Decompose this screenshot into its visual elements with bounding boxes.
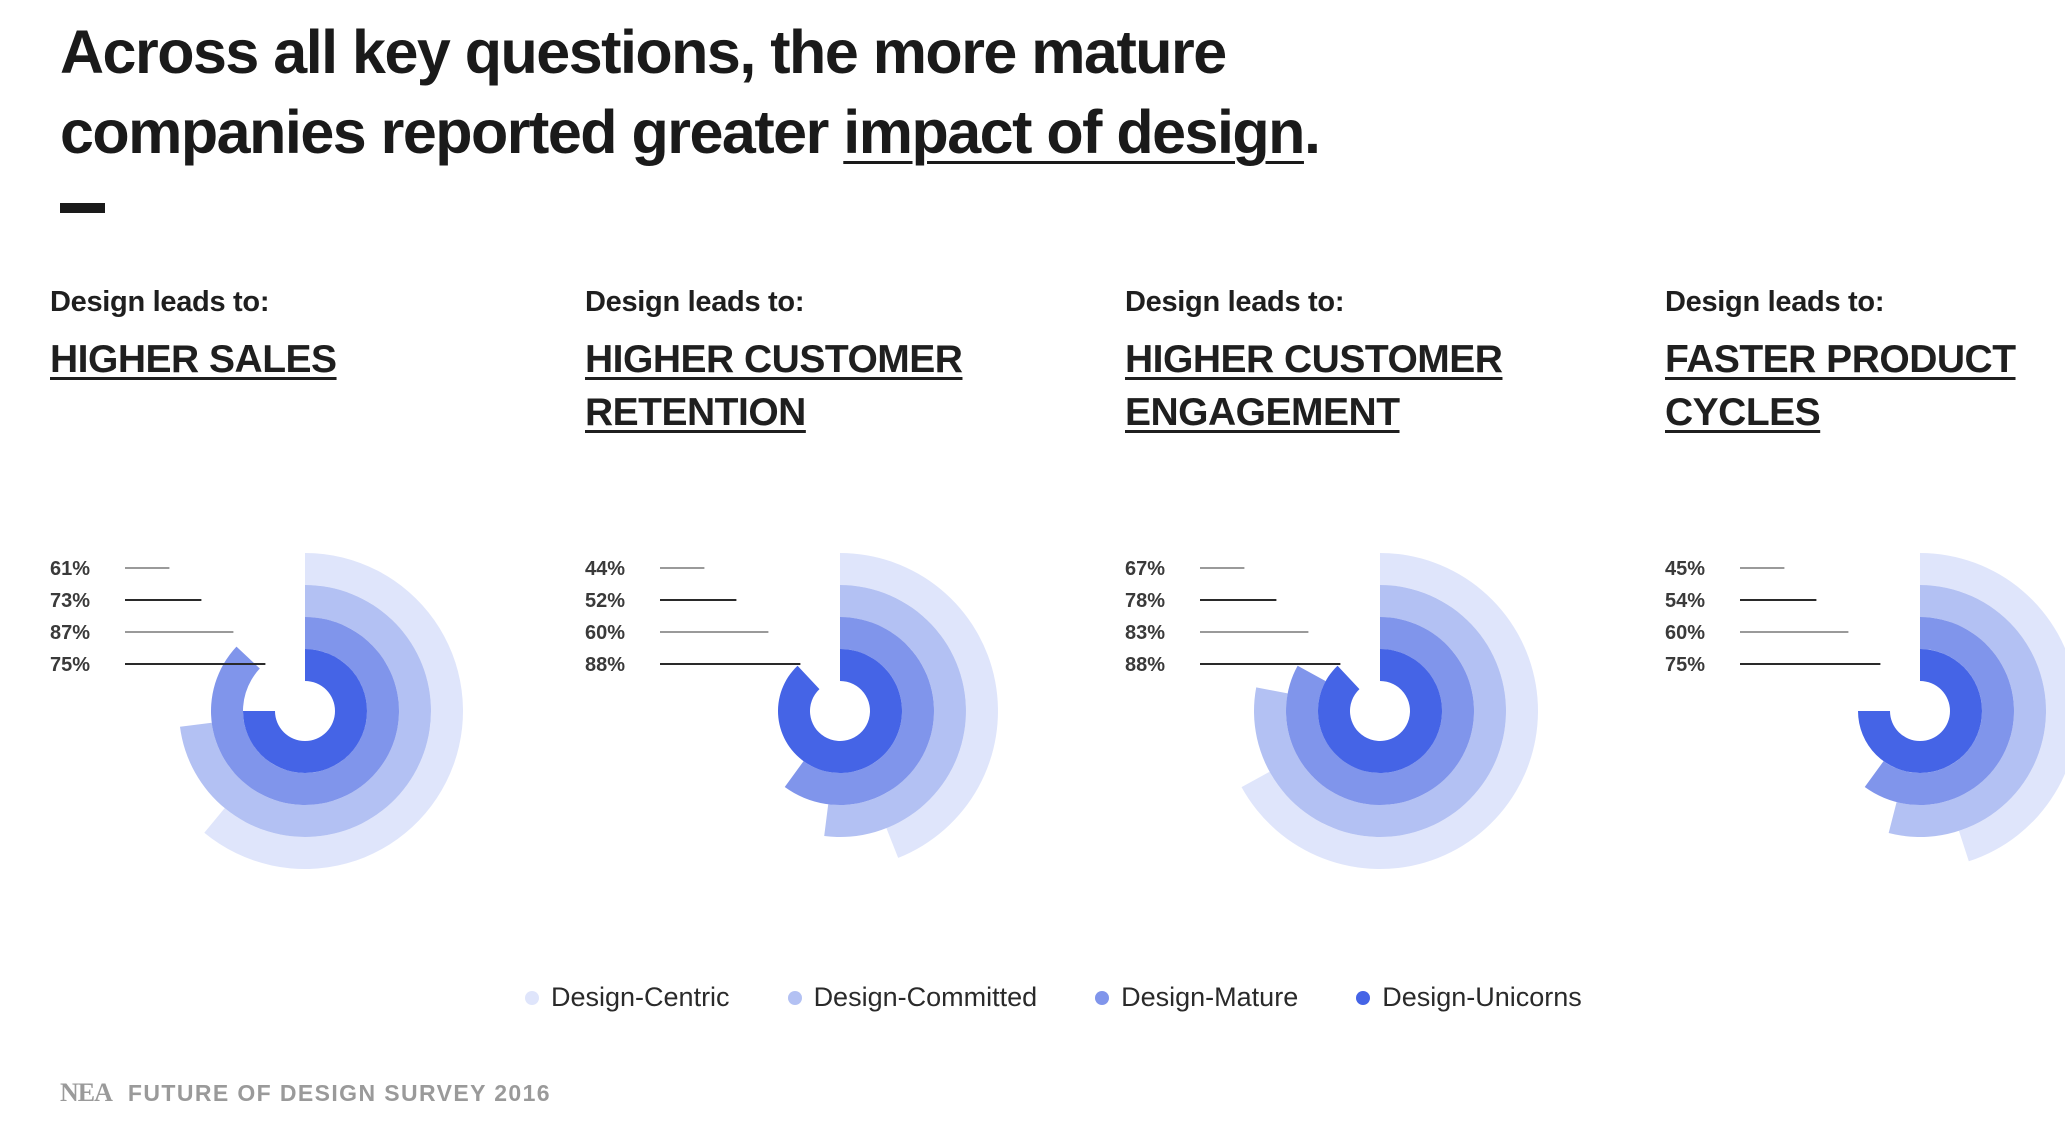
title-emphasis-link: impact of design bbox=[843, 98, 1305, 166]
value-label-design-centric: 67% bbox=[1125, 558, 1165, 580]
chart-category-title: HIGHER SALES bbox=[50, 333, 490, 386]
value-label-design-centric: 45% bbox=[1665, 558, 1705, 580]
chart-panel-higher-customer-engagement: Design leads to: HIGHER CUSTOMER ENGAGEM… bbox=[1125, 286, 1565, 926]
radial-chart-higher-customer-retention: 44% 52% 60% 88% bbox=[585, 553, 998, 858]
radial-bar-design-unicorns bbox=[243, 649, 367, 773]
legend-item-design-centric: Design-Centric bbox=[525, 982, 730, 1013]
radial-chart-higher-customer-engagement: 67% 78% 83% 88% bbox=[1125, 553, 1538, 869]
radial-bar-design-mature bbox=[784, 617, 934, 805]
chart-category-title-line: CYCLES bbox=[1665, 391, 1821, 434]
title-line-2-suffix: . bbox=[1303, 98, 1321, 166]
value-label-design-committed: 54% bbox=[1665, 590, 1705, 612]
footer: NEA FUTURE OF DESIGN SURVEY 2016 bbox=[60, 1078, 551, 1108]
radial-bar-design-committed bbox=[824, 585, 966, 837]
value-label-design-unicorns: 88% bbox=[585, 654, 625, 676]
chart-panel-faster-product-cycles: Design leads to: FASTER PRODUCT CYCLES 4… bbox=[1665, 286, 2065, 926]
value-label-design-unicorns: 75% bbox=[1665, 654, 1705, 676]
value-label-design-mature: 60% bbox=[1665, 622, 1705, 644]
chart-category-title-line: HIGHER SALES bbox=[50, 338, 337, 381]
title-line-2-prefix: companies reported greater bbox=[60, 98, 844, 166]
radial-bar-design-committed bbox=[1888, 585, 2047, 837]
radial-bar-design-centric bbox=[204, 553, 464, 869]
radial-bar-design-mature bbox=[211, 617, 400, 805]
legend-label: Design-Committed bbox=[813, 982, 1038, 1012]
legend-swatch bbox=[1095, 990, 1110, 1005]
chart-lead: Design leads to: bbox=[1125, 286, 1345, 318]
value-label-design-centric: 44% bbox=[585, 558, 625, 580]
value-label-design-centric: 61% bbox=[50, 558, 90, 580]
title-line-1: Across all key questions, the more matur… bbox=[60, 18, 1227, 86]
chart-category-title-line: HIGHER CUSTOMER bbox=[585, 338, 963, 381]
chart-category-title-line: FASTER PRODUCT bbox=[1665, 338, 2016, 381]
chart-legend: Design-Centric Design-Committed Design-M… bbox=[525, 982, 1582, 1013]
value-label-design-unicorns: 88% bbox=[1125, 654, 1165, 676]
chart-lead: Design leads to: bbox=[585, 286, 805, 318]
nea-logo: NEA bbox=[60, 1078, 113, 1107]
radial-bar-design-unicorns bbox=[1317, 649, 1442, 773]
legend-label: Design-Mature bbox=[1121, 982, 1299, 1012]
radial-chart-faster-product-cycles: 45% 54% 60% 75% bbox=[1665, 553, 2065, 862]
chart-lead: Design leads to: bbox=[50, 286, 270, 318]
value-label-design-mature: 60% bbox=[585, 622, 625, 644]
page-title: Across all key questions, the more matur… bbox=[60, 12, 1321, 172]
title-line-2: companies reported greater impact of des… bbox=[60, 92, 1321, 172]
value-label-design-committed: 52% bbox=[585, 590, 625, 612]
value-label-design-mature: 87% bbox=[50, 622, 90, 644]
chart-category-title: HIGHER CUSTOMER RETENTION bbox=[585, 333, 1025, 439]
value-label-design-unicorns: 75% bbox=[50, 654, 90, 676]
legend-swatch bbox=[525, 990, 539, 1005]
radial-chart-higher-sales: 61% 73% 87% 75% bbox=[50, 553, 464, 869]
radial-bar-design-unicorns bbox=[1858, 649, 1982, 773]
value-label-design-mature: 83% bbox=[1125, 622, 1165, 644]
radial-bar-design-unicorns bbox=[777, 649, 902, 773]
value-label-design-committed: 73% bbox=[50, 590, 90, 612]
radial-bar-design-centric bbox=[1920, 553, 2065, 862]
chart-category-title: HIGHER CUSTOMER ENGAGEMENT bbox=[1125, 333, 1565, 439]
chart-category-title-line: RETENTION bbox=[585, 391, 806, 434]
footer-source: FUTURE OF DESIGN SURVEY 2016 bbox=[127, 1079, 551, 1106]
chart-category-title-line: HIGHER CUSTOMER bbox=[1125, 338, 1503, 381]
value-label-design-committed: 78% bbox=[1125, 590, 1165, 612]
legend-item-design-committed: Design-Committed bbox=[787, 982, 1038, 1013]
title-dash-divider bbox=[60, 203, 105, 213]
chart-panel-higher-customer-retention: Design leads to: HIGHER CUSTOMER RETENTI… bbox=[585, 286, 1025, 926]
radial-bar-design-mature bbox=[1286, 617, 1475, 805]
legend-swatch bbox=[1356, 990, 1371, 1005]
legend-swatch bbox=[787, 990, 802, 1005]
legend-item-design-unicorns: Design-Unicorns bbox=[1356, 982, 1582, 1013]
chart-category-title-line: ENGAGEMENT bbox=[1125, 391, 1400, 434]
chart-panel-higher-sales: Design leads to: HIGHER SALES 61% 73% 87% 7… bbox=[50, 286, 490, 926]
radial-bar-design-mature bbox=[1864, 617, 2014, 805]
legend-label: Design-Centric bbox=[551, 982, 730, 1012]
chart-category-title: FASTER PRODUCT CYCLES bbox=[1665, 333, 2065, 439]
radial-bar-design-centric bbox=[840, 553, 998, 858]
legend-label: Design-Unicorns bbox=[1382, 982, 1582, 1012]
legend-item-design-mature: Design-Mature bbox=[1095, 982, 1298, 1013]
chart-lead: Design leads to: bbox=[1665, 286, 1885, 318]
